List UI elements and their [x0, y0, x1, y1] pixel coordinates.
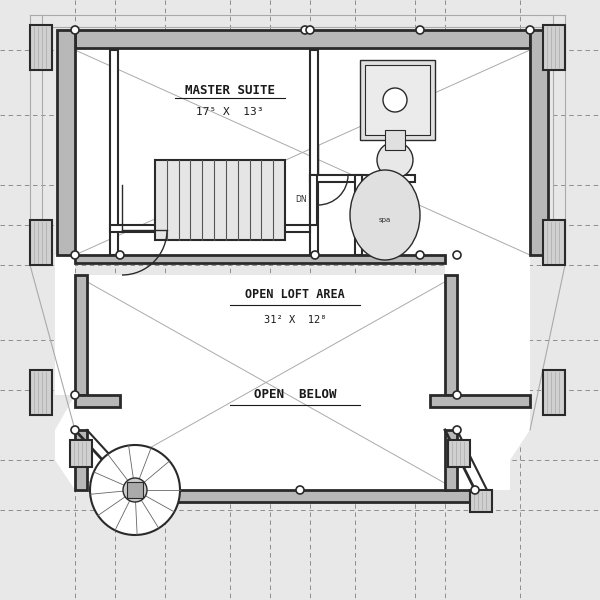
Bar [355, 175, 362, 255]
Circle shape [311, 251, 319, 259]
Circle shape [301, 26, 309, 34]
Circle shape [383, 88, 407, 112]
Bar [543, 25, 565, 70]
Circle shape [71, 26, 79, 34]
Bar [70, 440, 92, 467]
Text: 31² X  12⁸: 31² X 12⁸ [264, 315, 326, 325]
Circle shape [116, 251, 124, 259]
Bar [30, 220, 52, 265]
Bar [310, 175, 317, 225]
Circle shape [416, 251, 424, 259]
Circle shape [296, 486, 304, 494]
Bar [75, 430, 87, 490]
Bar [130, 490, 475, 502]
Text: OPEN LOFT AREA: OPEN LOFT AREA [245, 289, 345, 301]
Ellipse shape [350, 170, 420, 260]
Bar [155, 160, 285, 240]
Bar [445, 275, 457, 395]
Circle shape [90, 445, 180, 535]
Bar [110, 50, 118, 255]
Text: DN: DN [295, 196, 307, 205]
Circle shape [453, 391, 461, 399]
Circle shape [377, 142, 413, 178]
Bar [448, 440, 470, 467]
Circle shape [71, 426, 79, 434]
Circle shape [126, 486, 134, 494]
Bar [110, 225, 310, 232]
Text: 17⁵ X  13³: 17⁵ X 13³ [196, 107, 264, 117]
Circle shape [526, 26, 534, 34]
Bar [430, 395, 530, 407]
Bar [543, 220, 565, 265]
Circle shape [471, 486, 479, 494]
Polygon shape [55, 275, 530, 490]
Polygon shape [55, 30, 530, 395]
Text: spa: spa [379, 217, 391, 223]
Bar [365, 65, 430, 135]
Circle shape [453, 426, 461, 434]
Bar [470, 490, 492, 512]
Circle shape [71, 251, 79, 259]
Circle shape [306, 26, 314, 34]
Bar [122, 490, 144, 512]
Bar [30, 370, 52, 415]
Bar [75, 255, 445, 263]
Circle shape [123, 478, 147, 502]
Text: OPEN  BELOW: OPEN BELOW [254, 389, 336, 401]
Bar [360, 60, 435, 140]
Bar [530, 30, 548, 255]
Bar [75, 30, 530, 48]
Bar [30, 25, 52, 70]
Circle shape [71, 391, 79, 399]
Bar [310, 175, 415, 182]
Circle shape [416, 26, 424, 34]
Bar [75, 395, 120, 407]
Circle shape [453, 251, 461, 259]
Bar [385, 130, 405, 150]
Bar [543, 370, 565, 415]
Bar [57, 30, 75, 255]
Bar [310, 50, 318, 255]
Text: MASTER SUITE: MASTER SUITE [185, 83, 275, 97]
Bar [445, 430, 457, 490]
Bar [127, 482, 143, 498]
Bar [75, 275, 87, 395]
